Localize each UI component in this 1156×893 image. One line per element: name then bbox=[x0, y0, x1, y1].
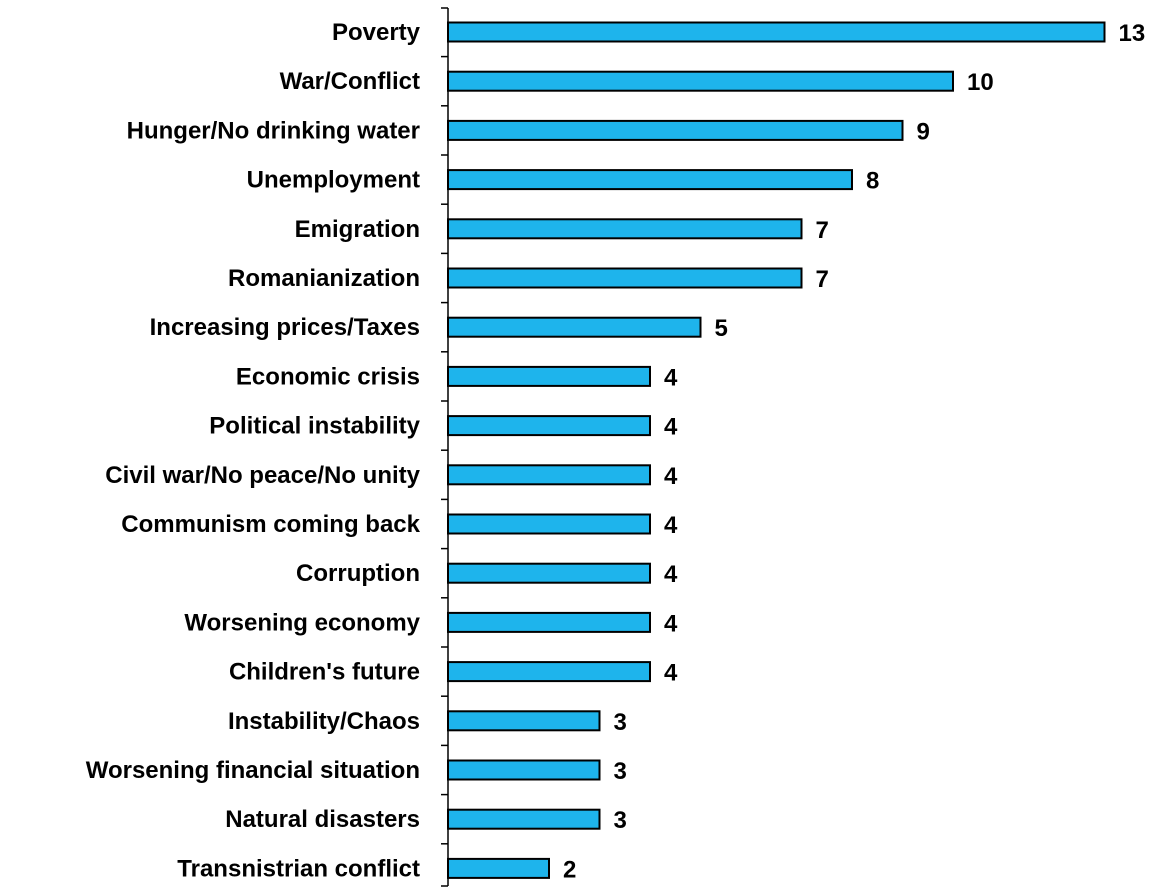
category-label: Corruption bbox=[296, 560, 420, 587]
category-label: Unemployment bbox=[247, 167, 420, 194]
data-label: 4 bbox=[664, 463, 678, 490]
bar-6 bbox=[447, 316, 702, 338]
category-label: Emigration bbox=[295, 216, 420, 243]
labels-layer: Poverty 13 War/Conflict 10 Hunger/No drinkin… bbox=[86, 19, 1145, 883]
data-label: 7 bbox=[816, 266, 829, 293]
bar-17 bbox=[447, 857, 550, 879]
axis-layer bbox=[441, 7, 449, 887]
category-label: Instability/Chaos bbox=[228, 708, 420, 735]
category-label: Children's future bbox=[229, 659, 420, 686]
category-label: Political instability bbox=[209, 413, 420, 440]
data-label: 10 bbox=[967, 69, 994, 96]
data-label: 4 bbox=[664, 660, 678, 687]
bar-14 bbox=[447, 710, 601, 732]
data-label: 3 bbox=[614, 758, 627, 785]
bar-8 bbox=[447, 415, 651, 437]
category-label: Poverty bbox=[332, 19, 421, 46]
bar-12 bbox=[447, 611, 651, 633]
data-label: 4 bbox=[664, 512, 678, 539]
bar-2 bbox=[447, 119, 904, 141]
data-label: 4 bbox=[664, 610, 678, 637]
bar-4 bbox=[447, 218, 803, 240]
bar-1 bbox=[447, 70, 954, 92]
data-label: 5 bbox=[715, 315, 728, 342]
category-label: Civil war/No peace/No unity bbox=[105, 462, 420, 489]
category-label: Economic crisis bbox=[236, 363, 420, 390]
category-label: Transnistrian conflict bbox=[177, 855, 420, 882]
category-label: Hunger/No drinking water bbox=[127, 117, 420, 144]
bar-10 bbox=[447, 513, 651, 535]
bar-5 bbox=[447, 267, 803, 289]
bar-13 bbox=[447, 661, 651, 683]
bar-11 bbox=[447, 562, 651, 584]
bar-3 bbox=[447, 169, 853, 191]
data-label: 13 bbox=[1119, 20, 1146, 47]
category-label: Romanianization bbox=[228, 265, 420, 292]
data-label: 8 bbox=[866, 168, 879, 195]
bar-7 bbox=[447, 365, 651, 387]
category-label: Worsening financial situation bbox=[86, 757, 420, 784]
data-label: 3 bbox=[614, 807, 627, 834]
bar-16 bbox=[447, 808, 601, 830]
data-label: 9 bbox=[917, 118, 930, 145]
category-label: Worsening economy bbox=[184, 609, 420, 636]
data-label: 4 bbox=[664, 561, 678, 588]
data-label: 2 bbox=[563, 856, 576, 883]
category-label: War/Conflict bbox=[280, 68, 420, 95]
data-label: 4 bbox=[664, 414, 678, 441]
category-label: Increasing prices/Taxes bbox=[150, 314, 420, 341]
category-label: Communism coming back bbox=[121, 511, 420, 538]
data-label: 3 bbox=[614, 709, 627, 736]
data-label: 4 bbox=[664, 364, 678, 391]
bars-layer bbox=[447, 21, 1106, 879]
data-label: 7 bbox=[816, 217, 829, 244]
category-label: Natural disasters bbox=[225, 806, 420, 833]
bar-0 bbox=[447, 21, 1106, 43]
bar-15 bbox=[447, 759, 601, 781]
bar-9 bbox=[447, 464, 651, 486]
